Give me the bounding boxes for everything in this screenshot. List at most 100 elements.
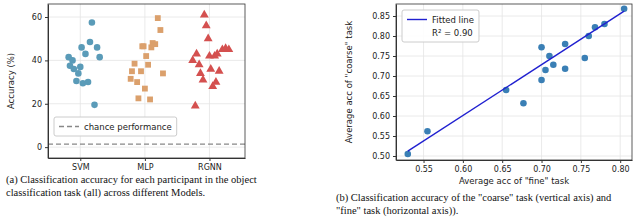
point (147, 97, 153, 103)
point (143, 53, 149, 59)
x-axis-title: Average acc of "fine" task (459, 176, 569, 186)
legend-label: Fitted line (432, 15, 474, 25)
tick: 0.80 (372, 32, 396, 41)
point (138, 68, 144, 74)
point (562, 41, 569, 48)
caption: (b) Classification accuracy of the "coar… (336, 192, 612, 217)
caption-line: classification task (all) across differe… (6, 187, 205, 199)
y-axis-title: Average acc of "coarse" task (344, 21, 354, 143)
caption: (a) Classification accuracy for each par… (6, 174, 257, 199)
x-axis-line (397, 160, 633, 161)
point (550, 62, 557, 69)
tick-label: SVM (72, 163, 90, 172)
tick: 0.55 (372, 132, 396, 141)
point (128, 76, 134, 82)
plot-frame (48, 4, 245, 158)
tick: 0.75 (372, 52, 396, 61)
point (538, 77, 545, 84)
tick-label: 0.65 (494, 165, 512, 174)
grid-line (396, 56, 632, 57)
point (69, 57, 76, 64)
grid-line (396, 76, 632, 77)
tick-mark (45, 60, 48, 61)
point (91, 102, 98, 109)
point (94, 44, 101, 51)
tick-label: 0.60 (454, 165, 472, 174)
point (542, 67, 549, 74)
point (82, 51, 89, 58)
legend-box (54, 117, 177, 136)
tick-mark (80, 158, 81, 161)
y-axis-line (48, 5, 49, 159)
chart-panel: 0.55 0.60 0.65 0.70 0.75 0.80 0.50 0.55 0.60 0.65… (336, 4, 633, 217)
tick-label: 0.80 (372, 32, 390, 41)
caption-line: (b) Classification accuracy of the "coar… (336, 192, 612, 204)
tick-mark (393, 156, 396, 157)
tick-label: RGNN (198, 163, 222, 172)
point (157, 27, 163, 33)
tick-mark (209, 158, 210, 161)
legend-swatch (59, 126, 79, 127)
tick-label: 0.75 (572, 165, 590, 174)
tick-label: 0.55 (415, 165, 433, 174)
point (77, 64, 84, 71)
y-axis: 0204060 (32, 5, 49, 159)
point (195, 60, 204, 68)
tick-mark (393, 56, 396, 57)
point (160, 70, 166, 76)
tick-label: 20 (32, 100, 42, 109)
tick-mark (393, 76, 396, 77)
tick: 0.70 (372, 72, 396, 81)
tick-label: 0.65 (372, 92, 390, 101)
x-axis: 0.55 0.60 0.65 0.70 0.75 0.80 (397, 160, 633, 174)
tick: 0.80 (612, 160, 630, 174)
y-axis-title: Accuracy (%) (6, 53, 16, 109)
tick-mark (502, 160, 503, 163)
grid-line (48, 17, 245, 18)
point (405, 151, 412, 158)
point (538, 44, 545, 51)
point (200, 10, 209, 18)
series-line (48, 143, 245, 144)
point (204, 34, 213, 42)
point (224, 44, 233, 52)
point (206, 64, 215, 72)
tick-mark (45, 147, 48, 148)
tick-mark (581, 160, 582, 163)
tick-label: 0.50 (372, 152, 390, 161)
y-axis: 0.500.550.600.650.700.750.800.85 (372, 5, 396, 162)
grid (48, 4, 245, 158)
tick-label: 0.75 (372, 52, 390, 61)
tick: MLP (137, 158, 153, 172)
point (132, 61, 138, 67)
tick: 0.60 (372, 112, 396, 121)
tick-mark (393, 116, 396, 117)
y-axis-line (396, 5, 397, 161)
caption-line: "fine" task (horizontal axis)). (336, 205, 458, 217)
grid-line (396, 116, 632, 117)
tick: 0.60 (454, 160, 472, 174)
point (562, 66, 569, 73)
point (192, 49, 201, 57)
tick: 0.70 (533, 160, 551, 174)
point (196, 68, 205, 76)
point (199, 75, 208, 83)
tick-label: 0.55 (372, 132, 390, 141)
x-axis: SVM MLP RGNN (49, 158, 246, 172)
point (89, 19, 96, 26)
grid-line (396, 156, 632, 157)
tick-mark (542, 160, 543, 163)
tick-mark (463, 160, 464, 163)
tick-label: 60 (32, 13, 42, 22)
point (202, 21, 211, 29)
grid-line (580, 4, 581, 160)
caption-line: (a) Classification accuracy for each par… (6, 174, 257, 186)
annotation: R² = 0.90 (432, 28, 473, 38)
point (75, 70, 82, 77)
tick-mark (393, 136, 396, 137)
point (142, 86, 148, 92)
legend-label: chance performance (84, 122, 172, 132)
tick-label: 0.70 (372, 72, 390, 81)
point (134, 79, 140, 85)
point (78, 44, 85, 51)
